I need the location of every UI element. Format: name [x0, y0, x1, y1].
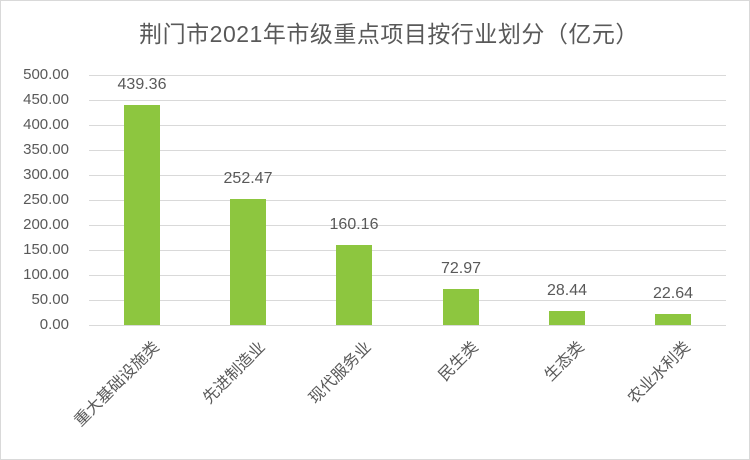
y-axis-tick-label: 0.00: [39, 316, 69, 333]
gridline: [89, 250, 726, 251]
gridline: [89, 275, 726, 276]
gridline: [89, 300, 726, 301]
gridline: [89, 125, 726, 126]
y-axis-tick-label: 100.00: [23, 266, 69, 283]
y-axis-tick-label: 50.00: [31, 291, 69, 308]
y-axis-tick-label: 200.00: [23, 216, 69, 233]
y-axis-tick-label: 450.00: [23, 91, 69, 108]
gridline: [89, 200, 726, 201]
y-axis-tick-label: 500.00: [23, 66, 69, 83]
y-axis-tick-label: 300.00: [23, 166, 69, 183]
bar: [230, 199, 266, 325]
gridline: [89, 75, 726, 76]
x-axis-category-label: 重大基础设施类: [71, 338, 163, 430]
gridline: [89, 225, 726, 226]
gridline: [89, 325, 726, 326]
bar-value-label: 28.44: [546, 282, 588, 299]
bar: [336, 245, 372, 325]
bar-value-label: 252.47: [223, 170, 273, 187]
y-axis-tick-label: 350.00: [23, 141, 69, 158]
bar-value-label: 160.16: [329, 216, 379, 233]
bar-value-label: 22.64: [652, 285, 694, 302]
bar: [124, 105, 160, 325]
bar-value-label: 72.97: [440, 260, 482, 277]
y-axis-tick-label: 400.00: [23, 116, 69, 133]
y-axis-tick-label: 150.00: [23, 241, 69, 258]
gridline: [89, 150, 726, 151]
chart-title: 荆门市2021年市级重点项目按行业划分（亿元）: [139, 21, 639, 47]
bar: [443, 289, 479, 325]
bar-value-label: 439.36: [117, 76, 167, 93]
y-axis-tick-label: 250.00: [23, 191, 69, 208]
bar: [549, 311, 585, 325]
gridline: [89, 175, 726, 176]
bar: [655, 314, 691, 325]
gridline: [89, 100, 726, 101]
